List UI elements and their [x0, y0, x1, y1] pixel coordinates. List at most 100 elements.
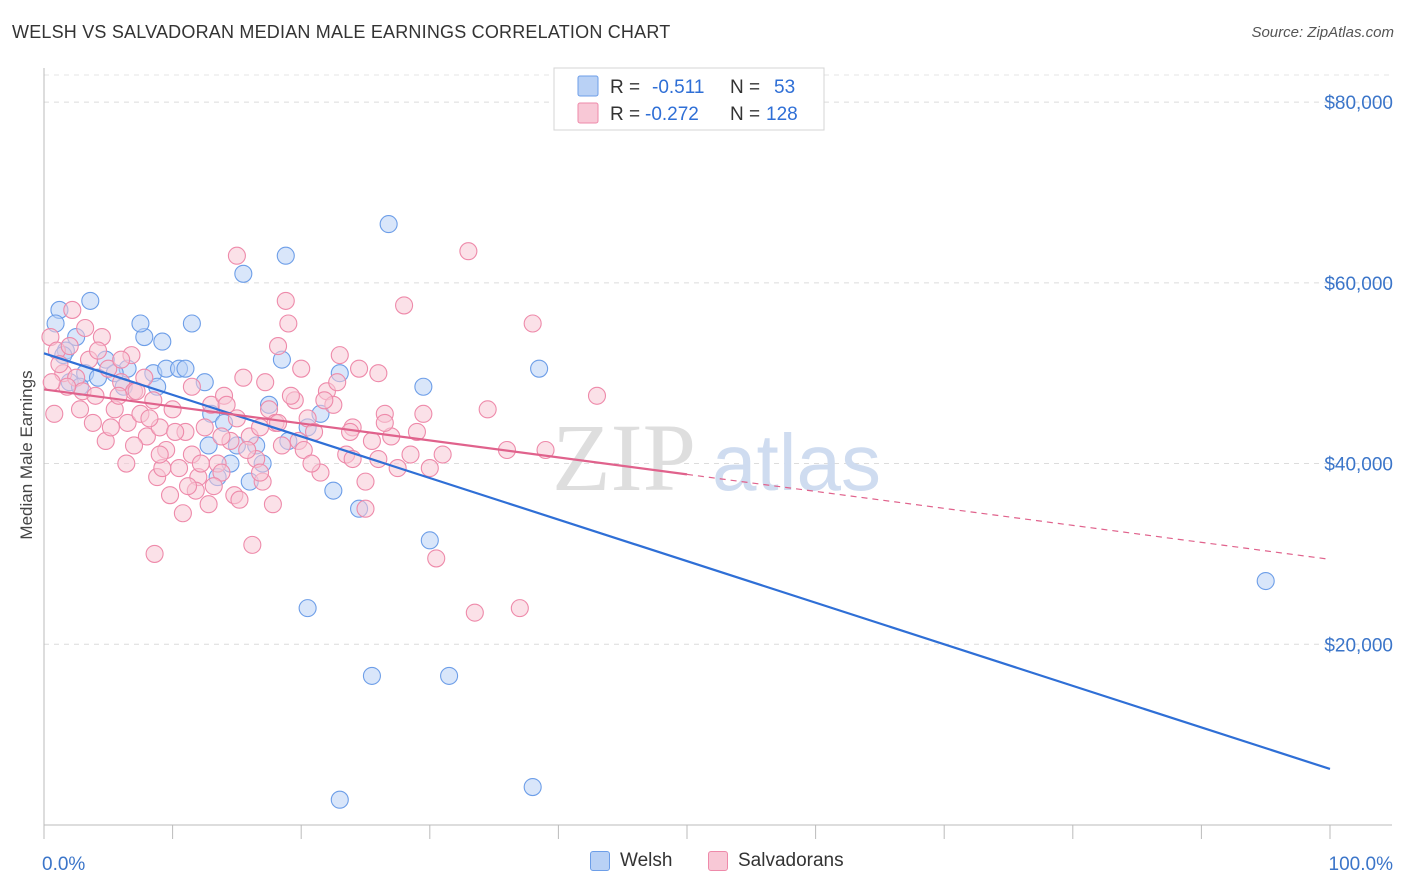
legend-n-value-salvadoran: 128: [766, 104, 798, 125]
salvadoran-point: [118, 413, 137, 432]
salvadoran-point: [88, 341, 108, 360]
welsh-point: [362, 666, 381, 685]
salvadoran-point: [45, 404, 64, 423]
salvadoran-point: [356, 499, 375, 518]
salvadoran-point: [420, 459, 439, 478]
salvadoran-point: [238, 440, 257, 460]
salvadoran-point: [510, 599, 529, 618]
salvadoran-point: [178, 477, 198, 496]
salvadoran-trend-line: [43, 388, 688, 476]
salvadoran-point: [356, 472, 375, 491]
stats-legend: R = -0.511 N = 53 R = -0.272 N = 128: [553, 67, 825, 131]
welsh-point: [234, 264, 253, 283]
salvadoran-point: [145, 544, 164, 563]
salvadoran-point: [401, 445, 420, 464]
salvadoran-point: [427, 549, 446, 568]
salvadoran-trend-extension: [686, 473, 1331, 560]
welsh-point: [153, 332, 172, 351]
source-label: Source: ZipAtlas.com: [1251, 24, 1394, 41]
welsh-point: [176, 359, 195, 378]
welsh-point: [379, 215, 398, 234]
welsh-point: [182, 314, 201, 333]
salvadoran-point: [243, 535, 262, 554]
salvadoran-point: [587, 386, 607, 405]
legend-r-value-salvadoran: -0.272: [645, 104, 699, 125]
salvadoran-point: [395, 296, 414, 315]
x-tick-label-end: 100.0%: [1329, 854, 1394, 875]
salvadoran-point: [76, 318, 95, 338]
salvadoran-point: [137, 427, 156, 446]
salvadoran-point: [263, 495, 282, 514]
salvadoran-points: [41, 242, 607, 622]
salvadoran-point: [150, 445, 169, 464]
salvadoran-point: [169, 459, 189, 478]
salvadoran-point: [256, 373, 275, 392]
salvadoran-point: [124, 436, 144, 455]
welsh-point: [199, 436, 218, 455]
legend-label-welsh: Welsh: [620, 850, 673, 871]
grid-lines: [44, 74, 1392, 645]
chart-title: WELSH VS SALVADORAN MEDIAN MALE EARNINGS…: [12, 22, 671, 42]
salvadoran-point: [279, 314, 298, 333]
watermark-zip: ZIP: [552, 404, 696, 511]
salvadoran-point: [272, 436, 291, 455]
welsh-point: [414, 377, 433, 396]
x-tick-labels: 0.0% 100.0%: [42, 854, 1393, 875]
salvadoran-point: [60, 337, 79, 356]
salvadoran-point: [182, 377, 201, 396]
salvadoran-point: [191, 454, 210, 473]
salvadoran-point: [166, 422, 185, 441]
salvadoran-point: [117, 454, 136, 473]
salvadoran-point: [276, 291, 295, 310]
welsh-point: [324, 481, 343, 500]
salvadoran-point: [70, 400, 90, 419]
y-tick-label: $80,000: [1324, 93, 1393, 114]
y-tick-labels: $20,000 $40,000 $60,000 $80,000: [1324, 93, 1393, 656]
salvadoran-point: [350, 359, 369, 378]
welsh-point: [298, 599, 317, 618]
salvadoran-point: [173, 504, 192, 523]
salvadoran-point: [101, 418, 120, 437]
salvadoran-point: [341, 422, 360, 441]
salvadoran-point: [140, 409, 159, 428]
legend-item-salvadoran: Salvadorans: [708, 850, 844, 872]
legend-swatch-salvadoran: [577, 102, 599, 124]
salvadoran-point: [369, 364, 388, 383]
salvadoran-point: [109, 386, 128, 405]
legend-r-label-salvadoran: R =: [610, 104, 640, 125]
salvadoran-point: [302, 454, 321, 473]
salvadoran-point: [199, 495, 218, 514]
salvadoran-point: [83, 413, 102, 432]
salvadoran-point: [227, 246, 246, 265]
y-tick-label: $40,000: [1324, 455, 1393, 476]
salvadoran-point: [414, 404, 433, 423]
salvadoran-point: [212, 463, 231, 482]
y-axis-label: Median Male Earnings: [17, 370, 36, 539]
welsh-point: [81, 291, 100, 310]
series-legend: Welsh Salvadorans: [0, 850, 1406, 880]
salvadoran-swatch: [708, 851, 728, 871]
salvadoran-point: [42, 373, 61, 392]
watermark-atlas: atlas: [712, 418, 881, 507]
welsh-point: [523, 777, 542, 797]
welsh-points: [46, 215, 1275, 809]
axes: [43, 68, 1392, 839]
legend-n-value-welsh: 53: [774, 77, 795, 98]
salvadoran-point: [465, 603, 484, 622]
legend-r-value-welsh: -0.511: [652, 77, 704, 98]
welsh-point: [131, 314, 150, 333]
legend-n-label-welsh: N =: [730, 77, 760, 98]
salvadoran-point: [315, 391, 334, 410]
salvadoran-point: [230, 490, 249, 509]
salvadoran-point: [407, 422, 426, 441]
salvadoran-point: [234, 368, 253, 387]
legend-r-label-welsh: R =: [610, 77, 640, 98]
salvadoran-point: [362, 431, 381, 451]
x-tick-label-start: 0.0%: [42, 854, 85, 875]
salvadoran-point: [204, 477, 223, 496]
salvadoran-point: [459, 242, 478, 261]
salvadoran-point: [433, 445, 452, 464]
y-tick-label: $60,000: [1324, 274, 1393, 295]
salvadoran-point: [144, 391, 163, 410]
